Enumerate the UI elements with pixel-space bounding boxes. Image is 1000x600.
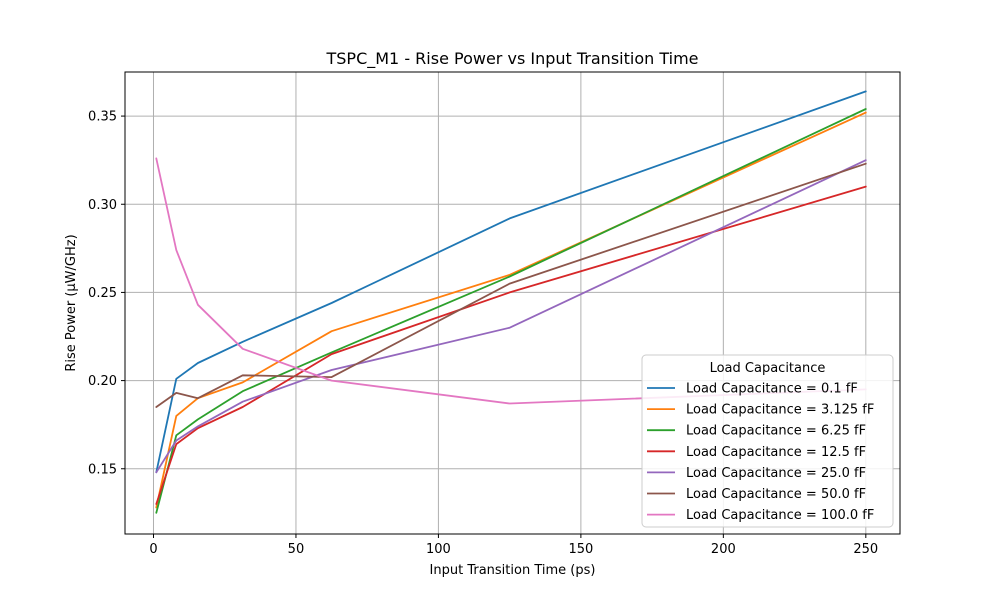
legend-entries: Load Capacitance = 0.1 fF Load Capacitanc… [647, 382, 874, 523]
legend: Load Capacitance Load Capacitance = 0.1 … [641, 354, 894, 528]
legend-label-4: Load Capacitance = 25.0 fF [686, 466, 866, 481]
series-line-4 [155, 159, 867, 474]
y-axis-label: Rise Power (µW/GHz) [64, 234, 79, 371]
chart-title: TSPC_M1 - Rise Power vs Input Transition… [326, 49, 699, 69]
legend-label-3: Load Capacitance = 12.5 fF [686, 445, 866, 460]
x-tick-label: 200 [711, 542, 736, 557]
x-tick-label: 150 [568, 542, 593, 557]
series-line-3 [155, 185, 867, 505]
y-tick-label: 0.25 [88, 286, 117, 301]
x-tick-label: 250 [853, 542, 878, 557]
legend-label-5: Load Capacitance = 50.0 fF [686, 487, 866, 502]
x-axis-ticks: 0 50 100 150 200 250 [149, 534, 878, 557]
legend-label-1: Load Capacitance = 3.125 fF [686, 403, 874, 418]
y-tick-label: 0.20 [88, 374, 117, 389]
series-line-2 [155, 108, 867, 514]
y-tick-label: 0.35 [88, 110, 117, 125]
y-tick-label: 0.15 [88, 462, 117, 477]
legend-label-0: Load Capacitance = 0.1 fF [686, 382, 858, 397]
x-tick-label: 0 [149, 542, 157, 557]
legend-label-2: Load Capacitance = 6.25 fF [686, 424, 866, 439]
y-tick-label: 0.30 [88, 198, 117, 213]
series-lines [155, 90, 867, 514]
plot-frame [124, 71, 901, 535]
legend-box [641, 354, 894, 528]
x-tick-label: 50 [288, 542, 305, 557]
series-line-1 [155, 111, 867, 509]
x-axis-label: Input Transition Time (ps) [430, 563, 596, 578]
legend-title: Load Capacitance [710, 361, 826, 376]
series-line-5 [155, 162, 867, 408]
y-axis-ticks: 0.15 0.20 0.25 0.30 0.35 [88, 110, 125, 477]
legend-label-6: Load Capacitance = 100.0 fF [686, 508, 874, 523]
series-line-6 [155, 157, 867, 405]
x-tick-label: 100 [426, 542, 451, 557]
series-line-0 [155, 90, 867, 474]
